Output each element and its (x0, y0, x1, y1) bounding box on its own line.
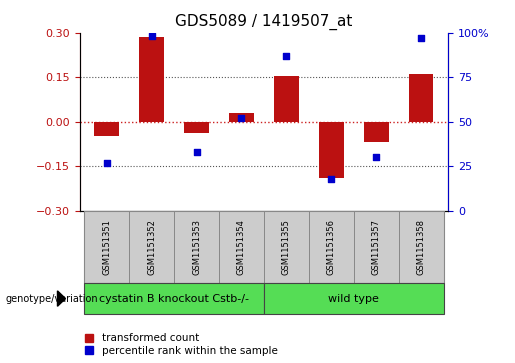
Bar (84, 211, 129, 283)
Bar (94, 122, 119, 136)
Bar (219, 211, 264, 283)
Bar (84, 283, 264, 314)
Bar (229, 113, 254, 122)
Bar (264, 283, 443, 314)
Bar (140, 37, 164, 122)
Point (193, 149, 201, 155)
Point (417, 35, 425, 41)
Point (372, 154, 380, 160)
Point (102, 160, 111, 166)
Point (282, 53, 290, 59)
Point (237, 115, 246, 121)
Bar (274, 76, 299, 122)
Text: cystatin B knockout Cstb-/-: cystatin B knockout Cstb-/- (99, 294, 249, 303)
Text: GSM1151351: GSM1151351 (102, 219, 111, 275)
Point (148, 33, 156, 39)
Text: GSM1151352: GSM1151352 (147, 219, 156, 275)
Bar (174, 211, 219, 283)
Text: GSM1151356: GSM1151356 (327, 219, 336, 275)
Text: GSM1151353: GSM1151353 (192, 219, 201, 275)
Bar (184, 122, 209, 134)
Bar (319, 122, 344, 178)
Point (327, 176, 335, 182)
Text: GSM1151358: GSM1151358 (417, 219, 425, 275)
Text: GSM1151354: GSM1151354 (237, 219, 246, 275)
Bar (264, 211, 309, 283)
Text: GSM1151355: GSM1151355 (282, 219, 291, 275)
Bar (364, 122, 388, 142)
Bar (354, 211, 399, 283)
Bar (129, 211, 174, 283)
Legend: transformed count, percentile rank within the sample: transformed count, percentile rank withi… (85, 333, 278, 356)
Title: GDS5089 / 1419507_at: GDS5089 / 1419507_at (175, 14, 353, 30)
Text: wild type: wild type (328, 294, 379, 303)
Polygon shape (58, 291, 65, 306)
Text: genotype/variation: genotype/variation (5, 294, 98, 303)
Bar (309, 211, 354, 283)
Text: GSM1151357: GSM1151357 (372, 219, 381, 275)
Bar (409, 74, 434, 122)
Bar (399, 211, 443, 283)
